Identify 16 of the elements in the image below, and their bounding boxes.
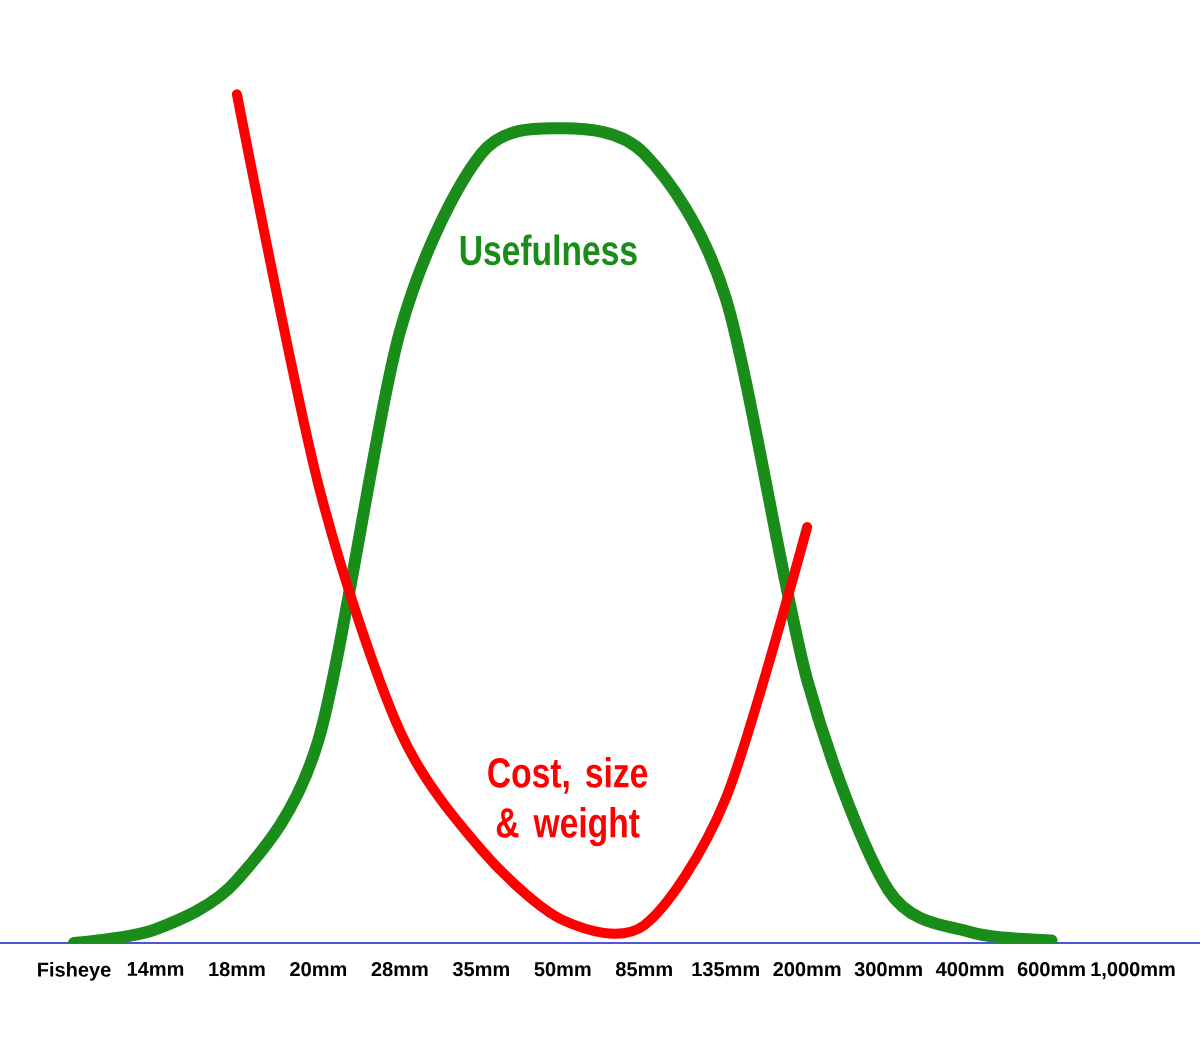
x-tick-label: 18mm [209, 962, 265, 977]
x-tick-label: 14mm [127, 962, 184, 976]
series-label: Cost, size & weight [488, 756, 648, 847]
x-tick-label: 135mm [692, 962, 759, 977]
x-tick-label: Fisheye [38, 962, 111, 981]
x-tick-label: 20mm [290, 962, 347, 977]
x-tick-label: 85mm [615, 962, 672, 977]
x-tick-label: 35mm [452, 962, 509, 977]
x-tick-label: 300mm [854, 962, 922, 977]
x-tick-label: 200mm [773, 962, 841, 977]
x-tick-label: 600mm [1017, 962, 1085, 977]
x-tick-label: 28mm [371, 962, 428, 977]
series-label: Usefulness [460, 234, 637, 266]
x-tick-label: 400mm [935, 962, 1004, 977]
x-tick-label: 1,000mm [1091, 962, 1175, 980]
x-tick-label: 50mm [534, 962, 591, 977]
